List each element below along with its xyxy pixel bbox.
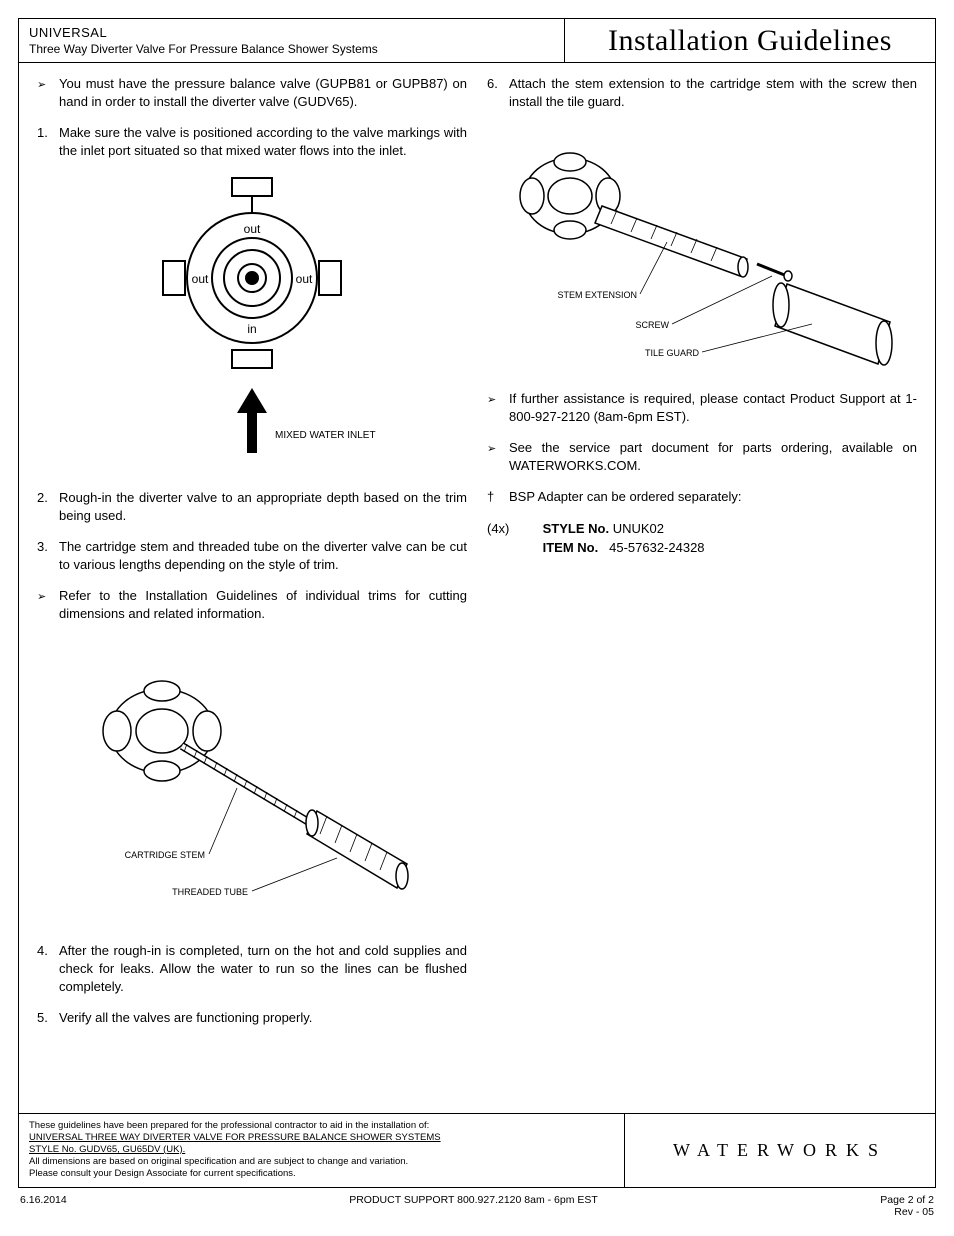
fig-label: out <box>192 272 209 286</box>
body-columns: You must have the pressure balance valve… <box>19 63 935 1113</box>
style-value: UNUK02 <box>613 521 664 536</box>
note-assist: If further assistance is required, pleas… <box>487 390 917 425</box>
note-text: BSP Adapter can be ordered separately: <box>509 488 917 506</box>
waterworks-logo: WATERWORKS <box>625 1114 935 1187</box>
step-number: 3. <box>37 538 59 573</box>
fig-label: MIXED WATER INLET <box>275 430 376 441</box>
step-text: After the rough-in is completed, turn on… <box>59 942 467 995</box>
fig-label: CARTRIDGE STEM <box>125 850 205 860</box>
fig-label: TILE GUARD <box>645 348 700 358</box>
step-6: 6. Attach the stem extension to the cart… <box>487 75 917 110</box>
page-frame: UNIVERSAL Three Way Diverter Valve For P… <box>18 18 936 1188</box>
note-bsp: † BSP Adapter can be ordered separately: <box>487 488 917 506</box>
note-text: You must have the pressure balance valve… <box>59 75 467 110</box>
part-style: (4x) STYLE No. UNUK02 <box>487 520 917 538</box>
step-number: 2. <box>37 489 59 524</box>
fig-label: THREADED TUBE <box>172 887 248 897</box>
step-2: 2. Rough-in the diverter valve to an app… <box>37 489 467 524</box>
figure-valve-top: out out out in MIXED WATER INLET <box>37 173 467 473</box>
subtitle-label: Three Way Diverter Valve For Pressure Ba… <box>29 42 554 56</box>
part-qty: (4x) <box>487 520 539 538</box>
note-service: See the service part document for parts … <box>487 439 917 474</box>
footer-date: 6.16.2014 <box>20 1194 67 1218</box>
step-5: 5. Verify all the valves are functioning… <box>37 1009 467 1027</box>
style-label: STYLE No. <box>543 521 609 536</box>
step-number: 6. <box>487 75 509 110</box>
step-number: 4. <box>37 942 59 995</box>
step-text: Make sure the valve is positioned accord… <box>59 124 467 159</box>
fig-label: SCREW <box>636 320 670 330</box>
right-column: 6. Attach the stem extension to the cart… <box>477 63 935 1113</box>
note-text: See the service part document for parts … <box>509 439 917 474</box>
logo-text: WATERWORKS <box>673 1140 887 1161</box>
header-right: Installation Guidelines <box>565 19 935 62</box>
fig-label: STEM EXTENSION <box>557 290 637 300</box>
header: UNIVERSAL Three Way Diverter Valve For P… <box>19 19 935 63</box>
note-text: Refer to the Installation Guidelines of … <box>59 587 467 622</box>
footer-support: PRODUCT SUPPORT 800.927.2120 8am - 6pm E… <box>349 1194 598 1218</box>
chevron-icon <box>487 390 509 425</box>
note-item: You must have the pressure balance valve… <box>37 75 467 110</box>
chevron-icon <box>37 75 59 110</box>
left-column: You must have the pressure balance valve… <box>19 63 477 1113</box>
step-text: Rough-in the diverter valve to an approp… <box>59 489 467 524</box>
bottom-bar: 6.16.2014 PRODUCT SUPPORT 800.927.2120 8… <box>18 1188 936 1218</box>
footer-line: STYLE No. GUDV65, GU65DV (UK). <box>29 1144 614 1156</box>
step-4: 4. After the rough-in is completed, turn… <box>37 942 467 995</box>
footer-line: These guidelines have been prepared for … <box>29 1120 614 1132</box>
note-item: Refer to the Installation Guidelines of … <box>37 587 467 622</box>
page-title: Installation Guidelines <box>608 24 892 58</box>
step-3: 3. The cartridge stem and threaded tube … <box>37 538 467 573</box>
footer-page: Page 2 of 2 Rev - 05 <box>880 1194 934 1218</box>
page-number: Page 2 of 2 <box>880 1194 934 1206</box>
step-text: Verify all the valves are functioning pr… <box>59 1009 467 1027</box>
figure-valve-iso: CARTRIDGE STEM THREADED TUBE <box>37 636 467 926</box>
header-left: UNIVERSAL Three Way Diverter Valve For P… <box>19 19 565 62</box>
step-text: The cartridge stem and threaded tube on … <box>59 538 467 573</box>
chevron-icon <box>487 439 509 474</box>
fig-label: out <box>296 272 313 286</box>
step-text: Attach the stem extension to the cartrid… <box>509 75 917 110</box>
part-block: (4x) STYLE No. UNUK02 ITEM No. 45-57632-… <box>487 520 917 557</box>
item-label: ITEM No. <box>543 540 599 555</box>
footer-line: Please consult your Design Associate for… <box>29 1168 614 1180</box>
revision: Rev - 05 <box>880 1206 934 1218</box>
figure-stem-extension: STEM EXTENSION SCREW TILE GUARD <box>487 124 917 374</box>
step-number: 5. <box>37 1009 59 1027</box>
brand-label: UNIVERSAL <box>29 25 554 40</box>
footer-box: These guidelines have been prepared for … <box>19 1113 935 1187</box>
footer-text: These guidelines have been prepared for … <box>19 1114 625 1187</box>
step-number: 1. <box>37 124 59 159</box>
footer-line: All dimensions are based on original spe… <box>29 1156 614 1168</box>
fig-label: out <box>244 222 261 236</box>
chevron-icon <box>37 587 59 622</box>
note-text: If further assistance is required, pleas… <box>509 390 917 425</box>
part-item: ITEM No. 45-57632-24328 <box>487 539 917 557</box>
footer-line: UNIVERSAL THREE WAY DIVERTER VALVE FOR P… <box>29 1132 614 1144</box>
item-value: 45-57632-24328 <box>609 540 704 555</box>
dagger-icon: † <box>487 488 509 506</box>
fig-label: in <box>247 322 256 336</box>
step-1: 1. Make sure the valve is positioned acc… <box>37 124 467 159</box>
